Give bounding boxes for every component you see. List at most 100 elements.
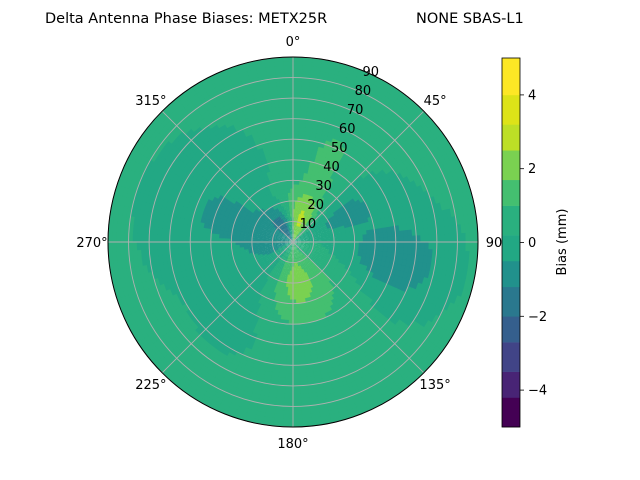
contour-cell	[269, 231, 275, 235]
contour-cell	[282, 260, 286, 266]
contour-cell	[303, 247, 309, 251]
contour-cell	[286, 230, 290, 235]
contour-cell	[300, 228, 304, 233]
contour-cell	[281, 273, 285, 279]
contour-cell	[301, 196, 306, 203]
contour-cell	[288, 150, 294, 156]
contour-cell	[293, 208, 295, 214]
contour-cell	[294, 229, 296, 234]
contour-cell	[285, 230, 289, 236]
contour-cell	[296, 243, 302, 247]
contour-cell	[286, 183, 291, 189]
contour-cell	[290, 228, 292, 234]
contour-cell	[305, 242, 311, 244]
contour-cell	[293, 245, 296, 251]
contour-cell	[319, 250, 326, 255]
contour-cell	[267, 237, 273, 240]
contour-cell	[291, 233, 293, 238]
contour-cell	[291, 246, 293, 251]
contour-cell	[280, 281, 285, 288]
contour-cell	[366, 237, 372, 243]
contour-cell	[290, 233, 293, 239]
contour-cell	[310, 228, 316, 232]
contour-cell	[346, 242, 352, 246]
contour-cell	[300, 294, 306, 300]
contour-cell	[277, 233, 283, 237]
contour-cell	[386, 251, 392, 259]
contour-cell	[197, 246, 204, 252]
contour-cell	[282, 233, 287, 237]
contour-cell	[296, 175, 301, 181]
contour-cell	[300, 228, 305, 233]
contour-cell	[303, 219, 308, 225]
contour-cell	[287, 245, 291, 250]
contour-cell	[279, 243, 285, 245]
contour-cell	[282, 142, 289, 148]
contour-cell	[280, 268, 285, 275]
contour-cell	[302, 249, 307, 253]
contour-cell	[289, 229, 292, 235]
contour-cell	[297, 230, 301, 236]
contour-cell	[222, 241, 228, 246]
contour-cell	[300, 315, 306, 321]
contour-cell	[264, 248, 270, 252]
contour-cell	[287, 234, 291, 239]
contour-cell	[325, 238, 331, 241]
contour-cell	[259, 244, 265, 248]
contour-cell	[337, 231, 343, 236]
contour-cell	[300, 218, 304, 224]
contour-cell	[201, 236, 207, 242]
contour-cell	[299, 234, 305, 238]
contour-cell	[284, 252, 288, 258]
contour-cell	[296, 236, 301, 240]
contour-cell	[295, 234, 299, 239]
contour-cell	[287, 324, 293, 330]
contour-cell	[287, 332, 293, 338]
contour-cell	[311, 231, 317, 235]
contour-cell	[312, 235, 318, 238]
contour-cell	[294, 245, 298, 251]
contour-cell	[226, 231, 233, 236]
contour-cell	[289, 167, 294, 173]
contour-cell	[292, 315, 298, 321]
contour-cell	[293, 142, 299, 148]
contour-cell	[297, 208, 301, 214]
contour-cell	[300, 236, 306, 240]
contour-cell	[290, 245, 292, 251]
contour-cell	[265, 229, 271, 234]
contour-cell	[284, 238, 290, 241]
contour-cell	[333, 237, 339, 241]
contour-cell	[383, 237, 389, 243]
contour-cell	[297, 248, 301, 254]
contour-cell	[277, 168, 283, 174]
contour-cell	[289, 245, 292, 251]
contour-cell	[247, 243, 253, 247]
contour-cell	[279, 230, 284, 235]
contour-cell	[300, 236, 306, 239]
contour-cell	[289, 175, 294, 181]
contour-cell	[296, 274, 299, 280]
contour-cell	[238, 238, 244, 242]
contour-cell	[294, 245, 297, 251]
contour-cell	[222, 230, 229, 236]
contour-cell	[324, 250, 330, 254]
contour-cell	[277, 247, 283, 251]
contour-cell	[317, 238, 323, 241]
contour-cell	[270, 252, 276, 256]
contour-cell	[312, 234, 318, 237]
contour-cell	[276, 221, 282, 227]
contour-cell	[281, 205, 285, 211]
contour-cell	[312, 248, 318, 252]
contour-cell	[242, 236, 249, 240]
contour-cell	[218, 248, 224, 254]
contour-cell	[317, 237, 323, 240]
contour-cell	[243, 246, 249, 250]
contour-cell	[304, 215, 308, 221]
contour-cell	[293, 254, 295, 260]
contour-cell	[378, 246, 385, 253]
contour-cell	[277, 331, 284, 337]
contour-cell	[271, 226, 277, 231]
contour-cell	[314, 227, 320, 231]
contour-cell	[260, 249, 266, 253]
